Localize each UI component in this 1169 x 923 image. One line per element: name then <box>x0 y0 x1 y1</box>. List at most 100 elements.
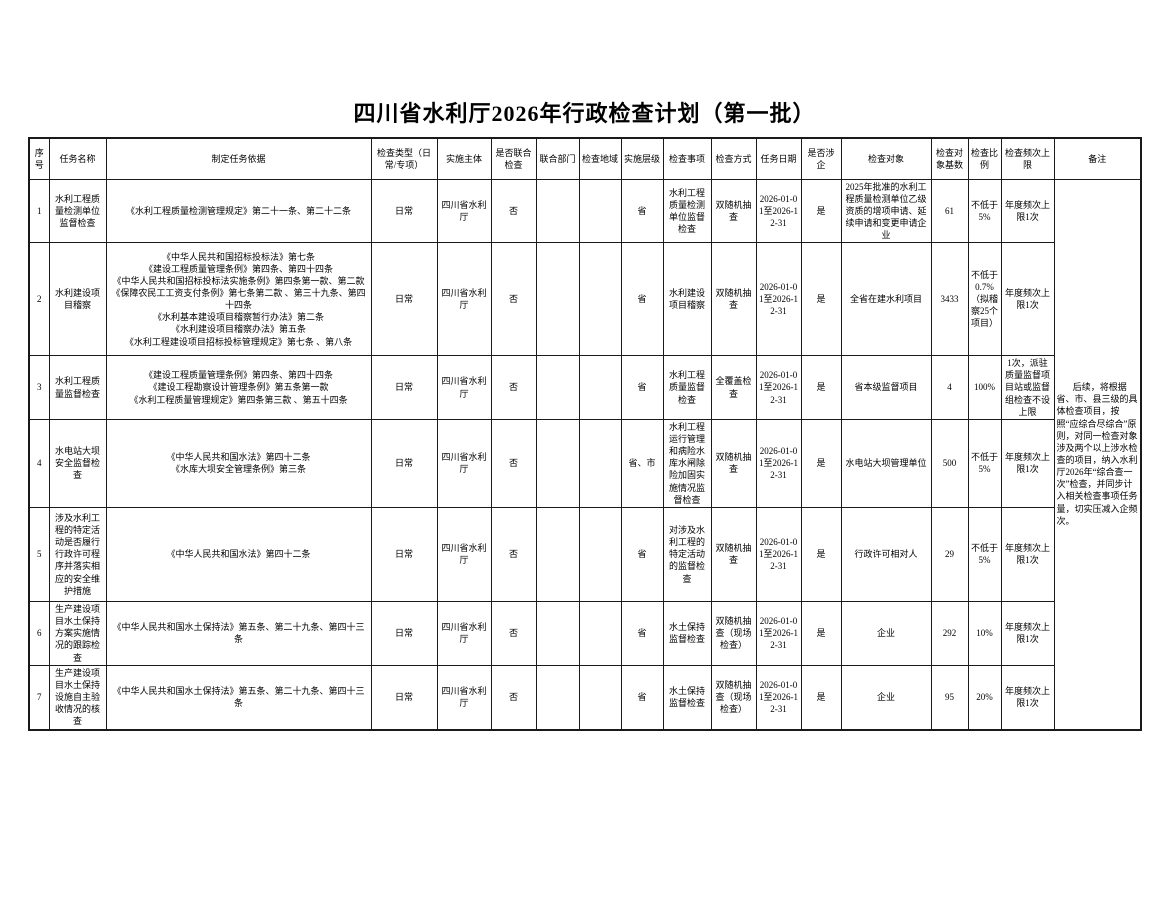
cell-frequency: 年度频次上限1次 <box>1000 664 1055 731</box>
cell-basis: 《中华人民共和国招标投标法》第七条 《建设工程质量管理条例》第四条、第四十四条 《中… <box>105 242 372 357</box>
cell-date: 2026-01-01至2026-12-31 <box>755 178 802 244</box>
cell-implementer: 四川省水利厅 <box>436 506 492 602</box>
cell-joint: 否 <box>490 600 537 666</box>
page-title: 四川省水利厅2026年行政检查计划（第一批） <box>353 101 816 126</box>
column-header-involves-enterprise: 是否涉企 <box>800 137 842 180</box>
cell-region <box>578 600 622 666</box>
cell-involves-enterprise: 是 <box>800 355 842 420</box>
cell-level: 省、市 <box>620 418 664 508</box>
column-header-check-ratio: 检查比例 <box>967 137 1002 180</box>
cell-task-name: 涉及水利工程的特定活动是否履行行政许可程序并落实相应的安全维护措施 <box>48 506 107 602</box>
cell-ratio: 不低于5% <box>967 418 1002 508</box>
cell-type: 日常 <box>370 664 438 731</box>
cell-region <box>578 355 622 420</box>
cell-frequency: 年度频次上限1次 <box>1000 418 1055 508</box>
column-header-basis: 制定任务依据 <box>105 137 372 180</box>
cell-implementer: 四川省水利厅 <box>436 600 492 666</box>
table-row: 7 生产建设项目水土保持设施自主验收情况的核查 《中华人民共和国水土保持法》第五条、… <box>28 664 1141 731</box>
cell-basis: 《水利工程质量检测管理规定》第二十一条、第二十二条 <box>105 178 372 244</box>
cell-target: 省本级监督项目 <box>840 355 932 420</box>
cell-method: 全覆盖检查 <box>710 355 757 420</box>
cell-joint-dept <box>535 355 580 420</box>
cell-joint: 否 <box>490 178 537 244</box>
cell-item: 水土保持监督检查 <box>662 600 712 666</box>
cell-ratio: 不低于0.7%（拟稽察25个项目） <box>967 242 1002 357</box>
column-header-check-method: 检查方式 <box>710 137 757 180</box>
cell-date: 2026-01-01至2026-12-31 <box>755 506 802 602</box>
column-header-check-frequency: 检查频次上限 <box>1000 137 1055 180</box>
cell-type: 日常 <box>370 355 438 420</box>
cell-basis: 《建设工程质量管理条例》第四条、第四十四条 《建设工程勘察设计管理条例》第五条第一… <box>105 355 372 420</box>
cell-level: 省 <box>620 664 664 731</box>
basis-line: 《中华人民共和国水土保持法》第五条、第二十九条、第四十三条 <box>112 686 365 709</box>
remark-text: 后续，将根据省、市、县三级的具体检查项目，按照“应综合尽综合”原则，对同一检查对… <box>1056 382 1138 526</box>
cell-level: 省 <box>620 506 664 602</box>
cell-joint-dept <box>535 506 580 602</box>
cell-frequency: 年度频次上限1次 <box>1000 600 1055 666</box>
table-row: 1 水利工程质量检测单位监督检查 《水利工程质量检测管理规定》第二十一条、第二十二条… <box>28 178 1142 731</box>
cell-level: 省 <box>620 178 664 244</box>
cell-base: 29 <box>930 506 969 602</box>
cell-seq: 4 <box>28 418 50 508</box>
basis-line: 《中华人民共和国水法》第四十二条 <box>166 452 311 463</box>
cell-joint: 否 <box>490 664 537 731</box>
column-header-implementer: 实施主体 <box>436 137 492 180</box>
cell-method: 双随机抽查 <box>710 418 757 508</box>
cell-date: 2026-01-01至2026-12-31 <box>755 242 802 357</box>
cell-method: 双随机抽查 <box>710 242 757 357</box>
basis-line: 《水利工程质量管理规定》第四条第三款 、第五十四条 <box>129 394 348 405</box>
cell-type: 日常 <box>370 242 438 357</box>
cell-item: 水利工程运行管理和病险水库水闸除险加固实施情况监督检查 <box>662 418 712 508</box>
column-header-task-name: 任务名称 <box>48 137 107 180</box>
cell-seq: 2 <box>28 242 50 357</box>
cell-date: 2026-01-01至2026-12-31 <box>755 600 802 666</box>
cell-target: 2025年批准的水利工程质量检测单位乙级资质的增项申请、延续申请和变更申请企业 <box>840 178 932 244</box>
cell-frequency: 年度频次上限1次 <box>1000 506 1055 602</box>
cell-type: 日常 <box>370 178 438 244</box>
basis-line: 《水利工程建设项目招标投标管理规定》第七条 、第八条 <box>124 336 353 347</box>
column-header-impl-level: 实施层级 <box>620 137 664 180</box>
basis-line: 《水利基本建设项目稽察暂行办法》第二条 <box>152 312 324 323</box>
cell-ratio: 不低于5% <box>967 506 1002 602</box>
cell-involves-enterprise: 是 <box>800 418 842 508</box>
cell-date: 2026-01-01至2026-12-31 <box>755 418 802 508</box>
basis-line: 《建设工程勘察设计管理条例》第五条第一款 <box>148 382 329 393</box>
cell-type: 日常 <box>370 506 438 602</box>
cell-ratio: 100% <box>967 355 1002 420</box>
cell-involves-enterprise: 是 <box>800 664 842 731</box>
cell-item: 水利工程质量监督检查 <box>662 355 712 420</box>
cell-ratio: 20% <box>967 664 1002 731</box>
cell-item: 水利工程质量检测单位监督检查 <box>662 178 712 244</box>
cell-region <box>578 664 622 731</box>
cell-level: 省 <box>620 355 664 420</box>
column-header-check-type: 检查类型（日常/专项） <box>370 137 438 180</box>
column-header-joint-check: 是否联合检查 <box>490 137 537 180</box>
cell-joint: 否 <box>490 418 537 508</box>
cell-base: 292 <box>930 600 969 666</box>
cell-base: 95 <box>930 664 969 731</box>
cell-seq: 6 <box>28 600 50 666</box>
cell-frequency: 1次，派驻质量监督项目站或监督组检查不设上限 <box>1000 355 1055 420</box>
column-header-check-region: 检查地域 <box>578 137 622 180</box>
cell-seq: 3 <box>28 355 50 420</box>
basis-line: 《建设工程质量管理条例》第四条、第四十四条 <box>143 370 333 381</box>
cell-region <box>578 242 622 357</box>
cell-involves-enterprise: 是 <box>800 506 842 602</box>
cell-implementer: 四川省水利厅 <box>436 178 492 244</box>
document-page: 四川省水利厅2026年行政检查计划（第一批） 序号 任务名称 制定任务依据 检查类型（… <box>0 96 1169 731</box>
cell-target: 水电站大坝管理单位 <box>840 418 932 508</box>
cell-frequency: 年度频次上限1次 <box>1000 242 1055 357</box>
column-header-joint-dept: 联合部门 <box>535 137 580 180</box>
cell-item: 水利建设项目稽察 <box>662 242 712 357</box>
cell-level: 省 <box>620 242 664 357</box>
cell-implementer: 四川省水利厅 <box>436 664 492 731</box>
table-row: 3 水利工程质量监督检查 《建设工程质量管理条例》第四条、第四十四条 《建设工程勘察设… <box>28 355 1141 420</box>
cell-task-name: 生产建设项目水土保持方案实施情况的跟踪检查 <box>48 600 107 666</box>
cell-remark: 后续，将根据省、市、县三级的具体检查项目，按照“应综合尽综合”原则，对同一检查对… <box>1053 178 1142 731</box>
cell-seq: 1 <box>28 178 50 244</box>
column-header-check-target: 检查对象 <box>840 137 932 180</box>
cell-involves-enterprise: 是 <box>800 242 842 357</box>
cell-task-name: 水电站大坝安全监督检查 <box>48 418 107 508</box>
cell-basis: 《中华人民共和国水土保持法》第五条、第二十九条、第四十三条 <box>105 600 372 666</box>
cell-ratio: 10% <box>967 600 1002 666</box>
